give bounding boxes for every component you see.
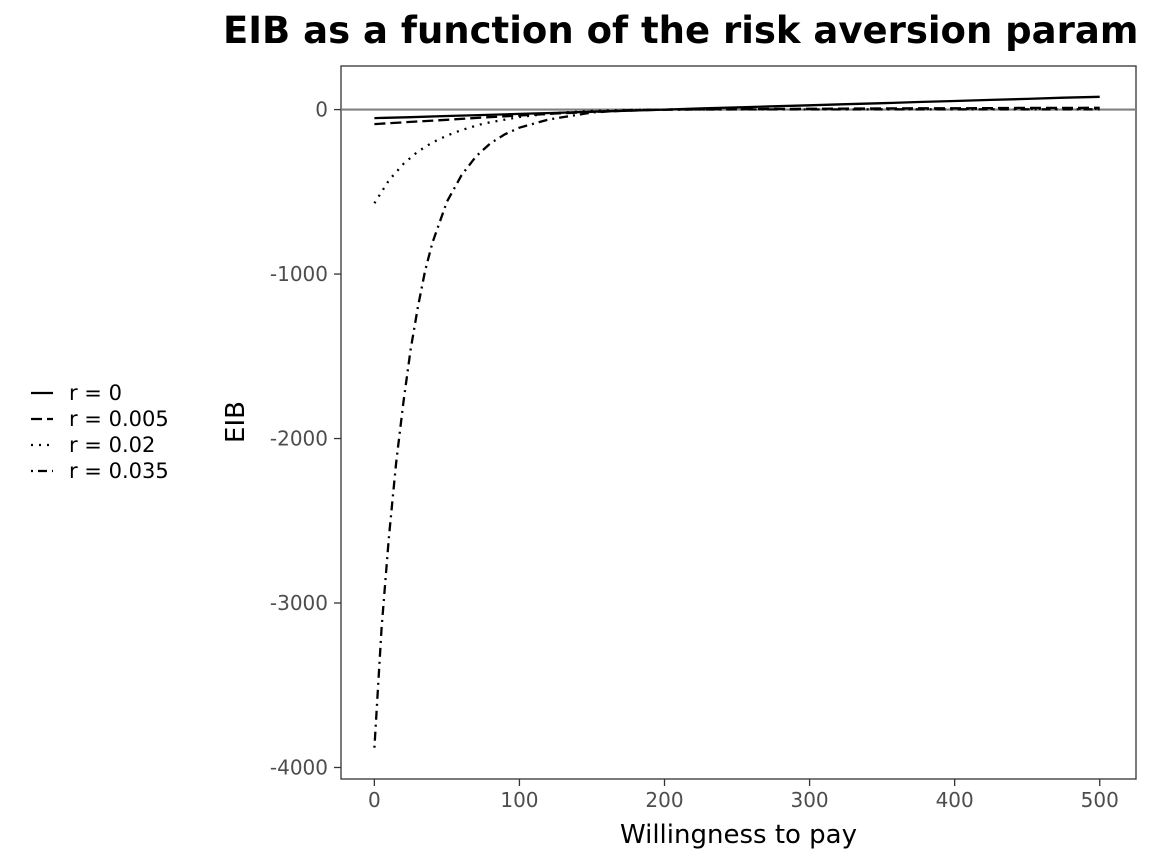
plot-panel [340, 65, 1137, 780]
x-tick-label: 400 [936, 788, 974, 812]
legend-label-2: r = 0.005 [69, 407, 169, 431]
legend-label-4: r = 0.035 [69, 459, 169, 483]
series-line-4 [373, 108, 1100, 748]
y-tick-label: 0 [315, 98, 328, 122]
x-axis-title: Willingness to pay [620, 820, 857, 850]
series-line-2 [374, 106, 1100, 126]
y-tick-label: -2000 [270, 427, 328, 451]
plot-layer [341, 95, 1136, 748]
axis-layer: 0 100 200 300 400 500 0 -1000 -2000 -3000 -4000 [270, 98, 1119, 812]
legend-label-1: r = 0 [69, 381, 122, 405]
y-tick-label: -1000 [270, 262, 328, 286]
x-tick-label: 100 [500, 788, 538, 812]
y-axis-title: EIB [221, 401, 251, 443]
y-tick-label: -3000 [270, 591, 328, 615]
x-tick-label: 300 [790, 788, 828, 812]
x-tick-label: 200 [645, 788, 683, 812]
x-tick-label: 0 [368, 788, 381, 812]
y-tick-label: -4000 [270, 755, 328, 779]
chart-title: EIB as a function of the risk aversion p… [223, 9, 1138, 52]
series-line-1 [374, 95, 1100, 120]
x-tick-label: 500 [1081, 788, 1119, 812]
legend-label-3: r = 0.02 [69, 433, 155, 457]
